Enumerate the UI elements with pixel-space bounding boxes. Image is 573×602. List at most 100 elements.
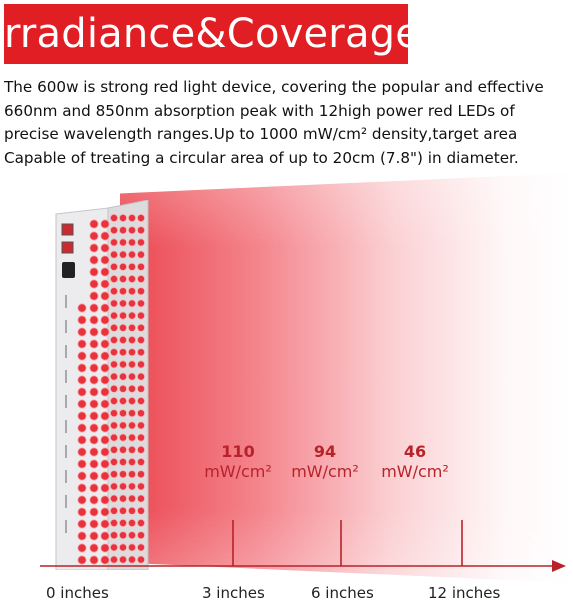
led-light: [89, 375, 99, 385]
led-light: [89, 543, 99, 553]
led-light: [89, 555, 99, 565]
led-light: [110, 409, 119, 418]
led-light: [110, 396, 119, 405]
led-light: [137, 531, 146, 540]
reading-value: 110: [221, 442, 255, 461]
led-light: [137, 262, 146, 271]
led-light: [77, 411, 87, 421]
led-light: [100, 291, 110, 301]
led-light: [100, 507, 110, 517]
led-light: [128, 457, 137, 466]
led-light: [119, 531, 128, 540]
led-light: [128, 213, 137, 222]
led-light: [119, 311, 128, 320]
led-light: [119, 372, 128, 381]
led-light: [89, 483, 99, 493]
led-light: [89, 495, 99, 505]
led-light: [128, 275, 137, 284]
led-light: [110, 531, 119, 540]
led-light: [100, 219, 110, 229]
distance-label: 0 inches: [46, 584, 109, 602]
led-light: [119, 262, 128, 271]
led-light: [119, 494, 128, 503]
led-light: [100, 363, 110, 373]
led-light: [119, 555, 128, 564]
led-light: [110, 226, 119, 235]
led-light: [119, 518, 128, 527]
led-light: [110, 445, 119, 454]
led-light: [77, 303, 87, 313]
led-light: [100, 267, 110, 277]
led-light: [100, 339, 110, 349]
led-light: [137, 360, 146, 369]
led-light: [128, 384, 137, 393]
led-light: [100, 303, 110, 313]
led-light: [119, 396, 128, 405]
led-light: [128, 226, 137, 235]
power-socket-icon: [62, 262, 75, 278]
led-light: [128, 238, 137, 247]
led-light: [128, 409, 137, 418]
led-light: [119, 384, 128, 393]
led-light: [137, 384, 146, 393]
led-light: [89, 435, 99, 445]
led-light: [77, 543, 87, 553]
led-light: [110, 238, 119, 247]
led-light: [110, 262, 119, 271]
led-light: [119, 323, 128, 332]
led-light: [110, 457, 119, 466]
led-light: [100, 351, 110, 361]
led-light: [137, 494, 146, 503]
led-light: [119, 348, 128, 357]
led-light: [77, 399, 87, 409]
led-light: [77, 519, 87, 529]
led-light: [77, 471, 87, 481]
led-light: [137, 409, 146, 418]
reading-3-inches: 110 mW/cm²: [196, 442, 280, 482]
led-light: [128, 555, 137, 564]
led-light: [119, 457, 128, 466]
led-light: [89, 387, 99, 397]
led-light: [110, 482, 119, 491]
led-light: [128, 372, 137, 381]
led-light: [89, 219, 99, 229]
led-light: [137, 555, 146, 564]
led-light: [137, 250, 146, 259]
led-light: [119, 409, 128, 418]
led-light: [89, 507, 99, 517]
led-light: [110, 372, 119, 381]
led-light: [100, 327, 110, 337]
led-light: [128, 287, 137, 296]
led-light: [128, 299, 137, 308]
led-light: [110, 506, 119, 515]
reading-unit: mW/cm²: [381, 462, 449, 481]
led-light: [89, 423, 99, 433]
reading-value: 46: [403, 442, 427, 461]
led-light: [100, 543, 110, 553]
led-light: [77, 423, 87, 433]
led-light: [128, 531, 137, 540]
led-light: [137, 445, 146, 454]
led-light: [89, 267, 99, 277]
led-light: [110, 323, 119, 332]
led-light: [100, 231, 110, 241]
led-light: [100, 375, 110, 385]
led-light: [119, 360, 128, 369]
distance-label: 3 inches: [202, 584, 265, 602]
led-light: [137, 299, 146, 308]
led-light: [100, 471, 110, 481]
led-light: [137, 323, 146, 332]
led-light: [100, 399, 110, 409]
led-light: [89, 399, 99, 409]
led-light: [77, 555, 87, 565]
led-light: [119, 445, 128, 454]
product-description: The 600w is strong red light device, cov…: [4, 78, 544, 167]
led-light: [100, 459, 110, 469]
led-light: [119, 470, 128, 479]
page-title: Irradiance&Coverage: [0, 11, 421, 57]
led-light: [128, 250, 137, 259]
led-light: [137, 287, 146, 296]
led-light: [110, 275, 119, 284]
led-light: [100, 387, 110, 397]
led-light: [110, 494, 119, 503]
